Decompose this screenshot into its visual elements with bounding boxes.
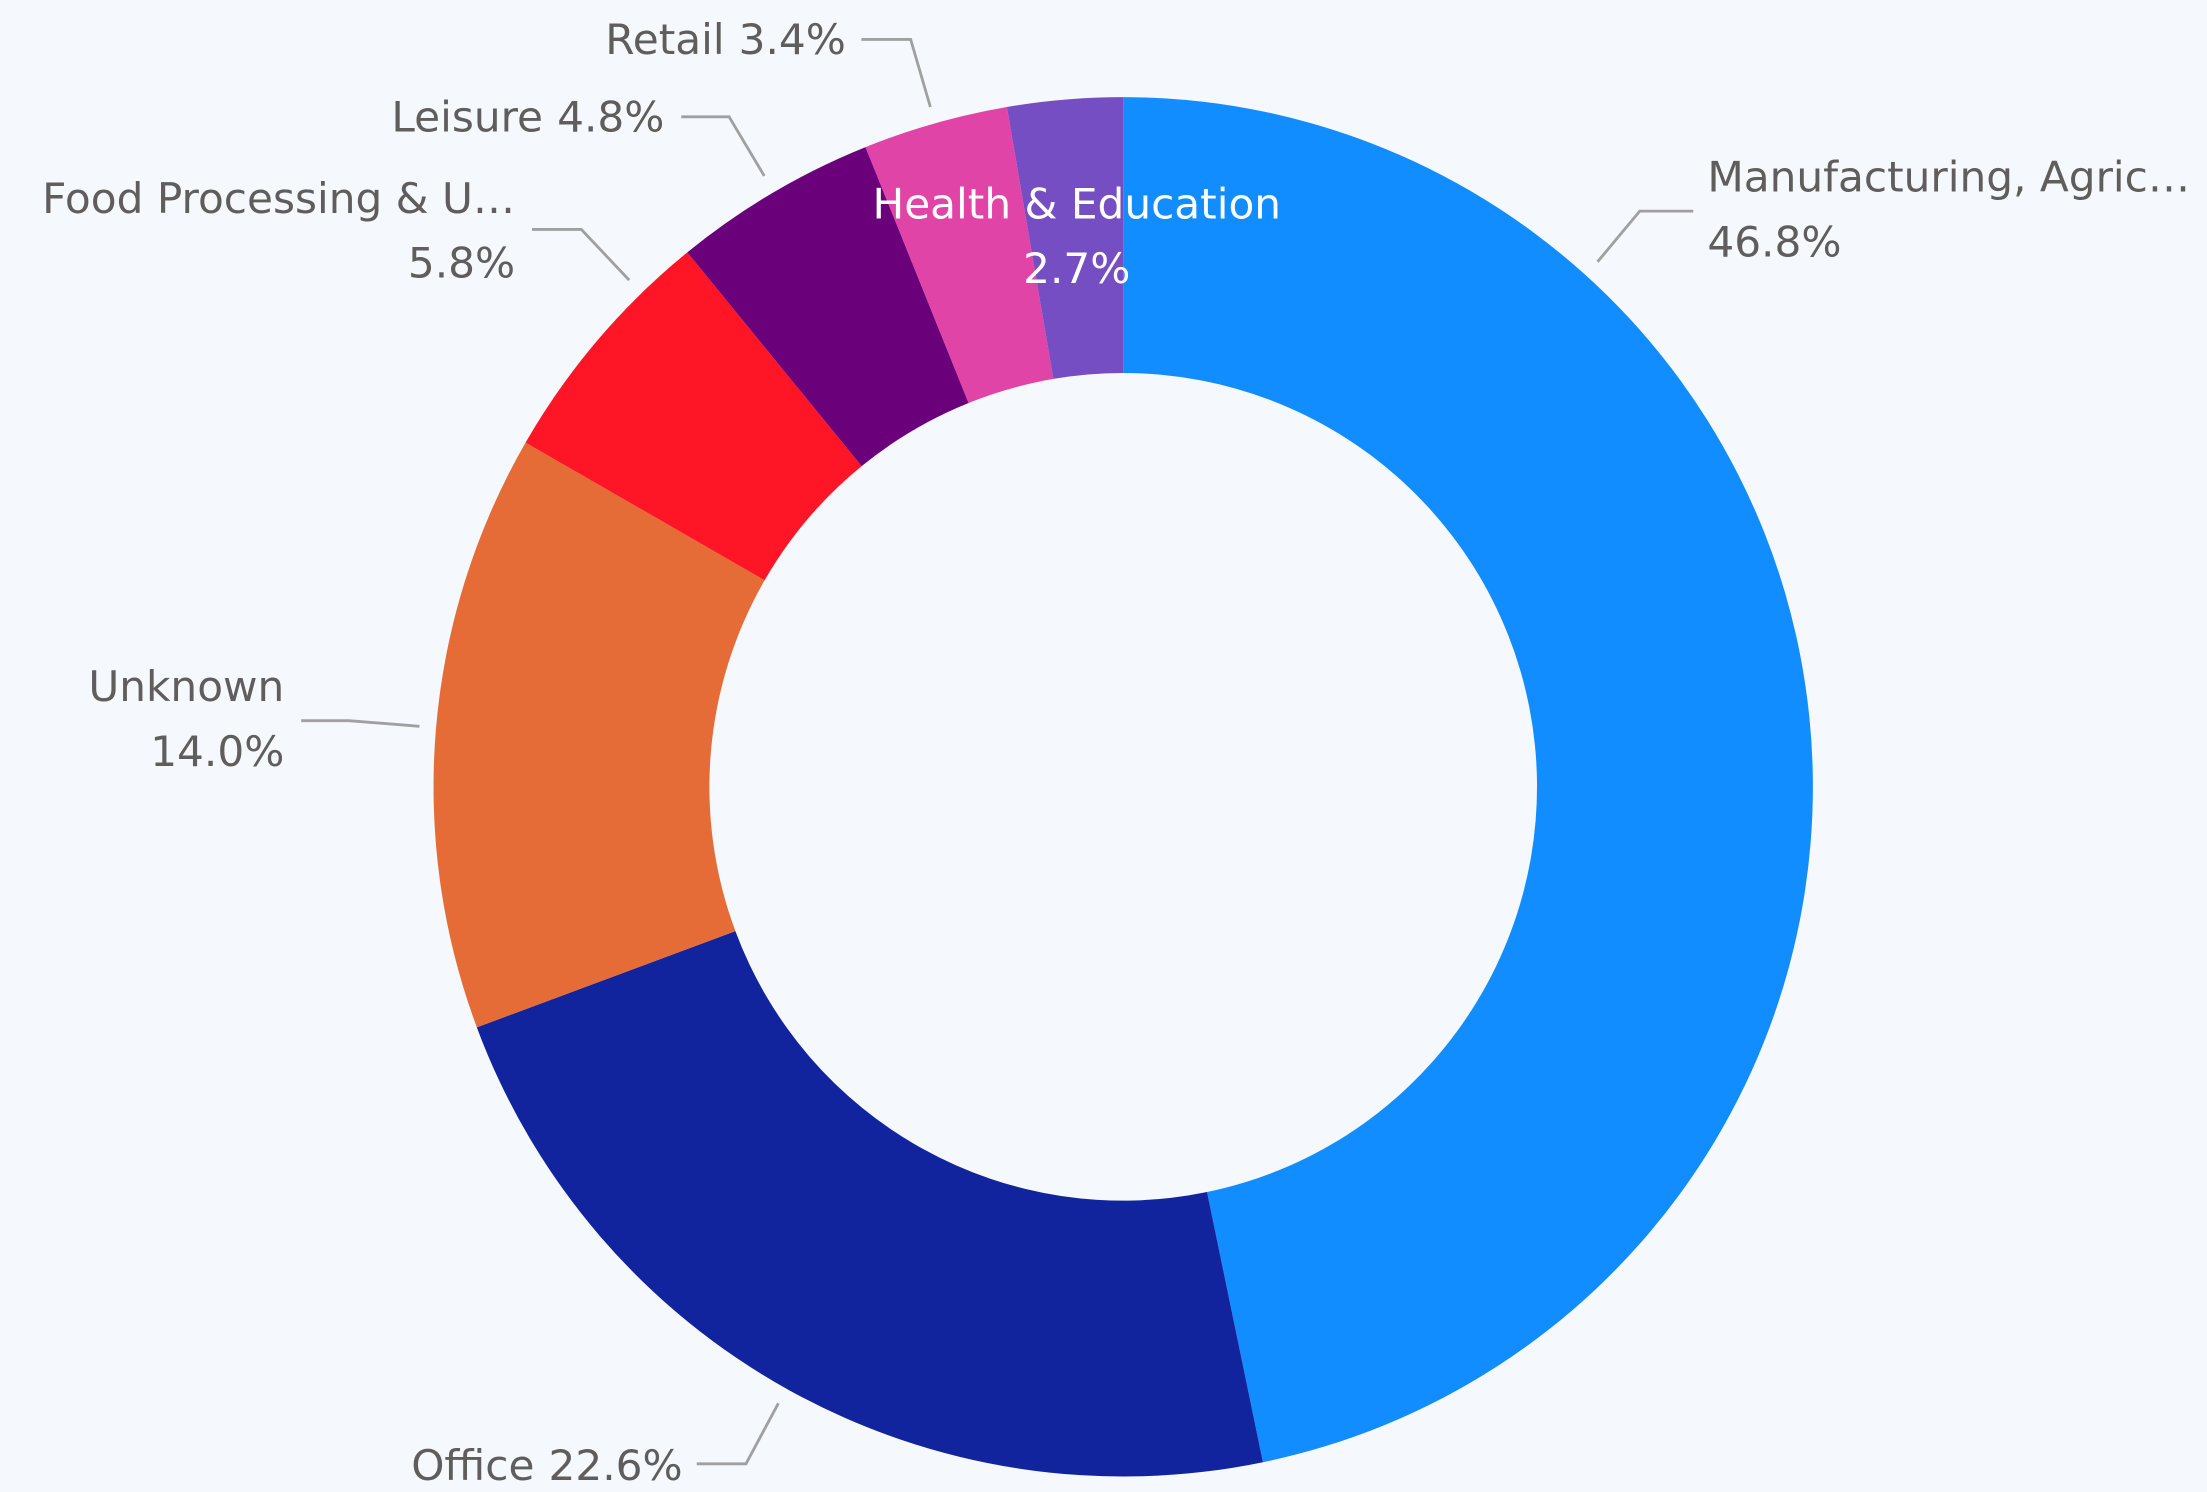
slice-label: Leisure 4.8% xyxy=(391,92,664,141)
slice-label: Office 22.6% xyxy=(411,1441,682,1490)
leader-line xyxy=(532,228,631,282)
donut-slice xyxy=(1006,97,1124,379)
slice-label: Food Processing & U… xyxy=(42,174,515,223)
leader-line xyxy=(1596,209,1694,263)
donut-slice xyxy=(865,107,1054,403)
donut-slice xyxy=(433,442,765,1028)
slice-label: Health & Education xyxy=(872,179,1281,228)
donut-slice xyxy=(476,931,1263,1477)
leader-line xyxy=(696,1402,780,1466)
leader-line xyxy=(301,719,420,728)
slice-name: Office xyxy=(411,1441,534,1490)
slice-name: Retail xyxy=(605,15,724,64)
donut-slice xyxy=(687,147,969,467)
slice-value-label: 4.8% xyxy=(557,92,664,141)
slice-value-label: 14.0% xyxy=(150,727,284,776)
slice-value-label: 46.8% xyxy=(1707,217,1841,266)
slice-label: Retail 3.4% xyxy=(605,15,846,64)
slice-value-label: 3.4% xyxy=(739,15,846,64)
slice-value-label: 2.7% xyxy=(1023,244,1130,293)
donut-slice xyxy=(1123,97,1813,1463)
slice-name: Leisure xyxy=(391,92,543,141)
donut-slice xyxy=(525,252,862,581)
slice-value-label: 5.8% xyxy=(408,239,515,288)
slice-label: Manufacturing, Agric… xyxy=(1707,153,2190,202)
slice-label: Unknown xyxy=(88,662,284,711)
slice-value-label: 22.6% xyxy=(549,1441,683,1490)
leader-line xyxy=(681,115,766,177)
leader-line xyxy=(861,38,932,108)
